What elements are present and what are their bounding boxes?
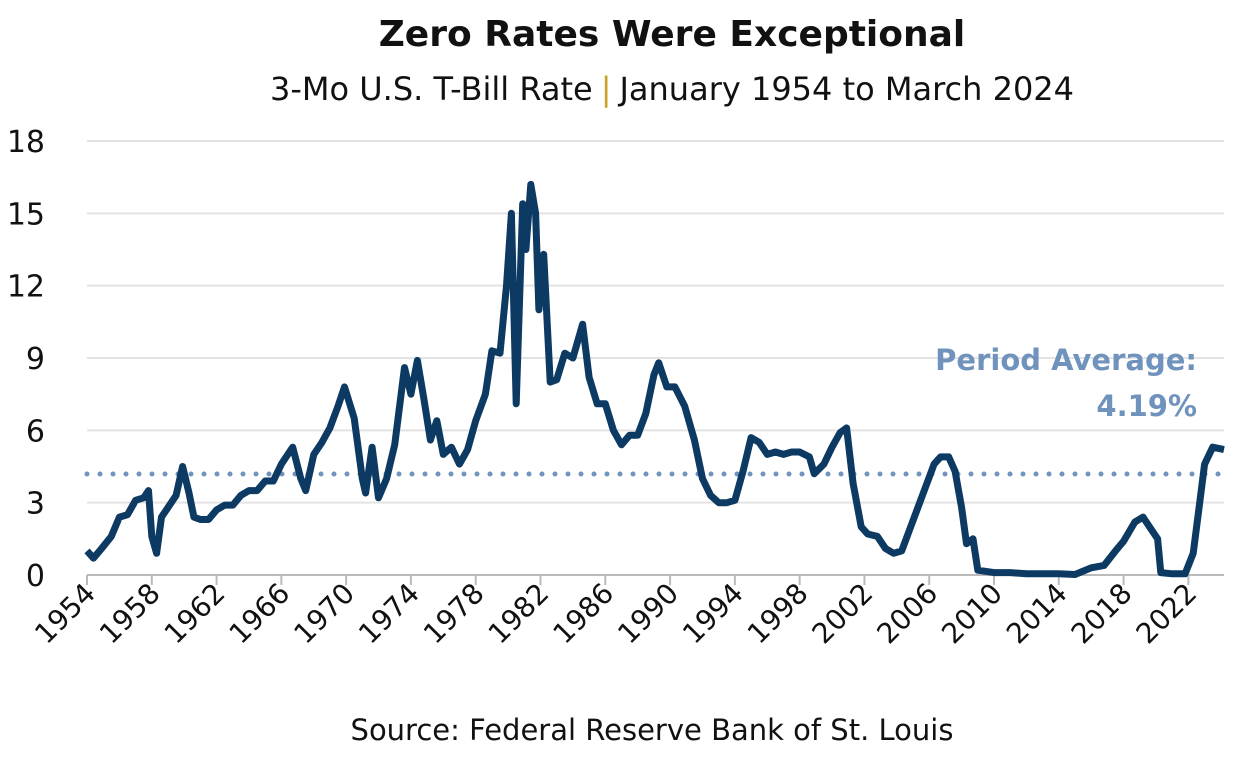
subtitle-part: January 1954 to March 2024 bbox=[617, 70, 1074, 108]
x-tick-label: 2006 bbox=[870, 577, 944, 651]
subtitle-part: 3-Mo U.S. T-Bill Rate bbox=[270, 70, 593, 108]
y-tick-label: 15 bbox=[7, 197, 45, 232]
x-tick-label: 2014 bbox=[1000, 577, 1074, 651]
x-tick-label: 1966 bbox=[223, 577, 297, 651]
y-tick-label: 0 bbox=[26, 559, 45, 594]
average-value: 4.19% bbox=[1096, 389, 1197, 423]
x-tick-label: 1970 bbox=[287, 577, 361, 651]
x-tick-label: 1982 bbox=[482, 577, 556, 651]
y-tick-label: 12 bbox=[7, 270, 45, 305]
chart-subtitle: 3-Mo U.S. T-Bill Rate | January 1954 to Ma… bbox=[270, 70, 1074, 108]
average-label: Period Average: bbox=[935, 343, 1197, 377]
chart-title: Zero Rates Were Exceptional bbox=[379, 14, 966, 55]
y-tick-label: 9 bbox=[26, 342, 45, 377]
y-tick-label: 18 bbox=[7, 125, 45, 160]
subtitle-separator: | bbox=[601, 70, 612, 108]
x-tick-label: 1978 bbox=[417, 577, 491, 651]
x-tick-label: 1974 bbox=[352, 577, 426, 651]
x-tick-label: 1990 bbox=[611, 577, 685, 651]
x-tick-label: 2022 bbox=[1130, 577, 1204, 651]
x-tick-label: 1986 bbox=[547, 577, 621, 651]
x-tick-label: 2002 bbox=[806, 577, 880, 651]
line-series bbox=[84, 180, 1225, 578]
x-tick-label: 1958 bbox=[93, 577, 167, 651]
x-tick-label: 2018 bbox=[1065, 577, 1139, 651]
x-tick-label: 2010 bbox=[935, 577, 1009, 651]
x-tick-label: 1962 bbox=[158, 577, 232, 651]
y-tick-label: 6 bbox=[26, 414, 45, 449]
source: Source: Federal Reserve Bank of St. Loui… bbox=[351, 713, 954, 747]
x-tick-label: 1998 bbox=[741, 577, 815, 651]
x-tick-label: 1994 bbox=[676, 577, 750, 651]
y-tick-label: 3 bbox=[26, 487, 45, 522]
